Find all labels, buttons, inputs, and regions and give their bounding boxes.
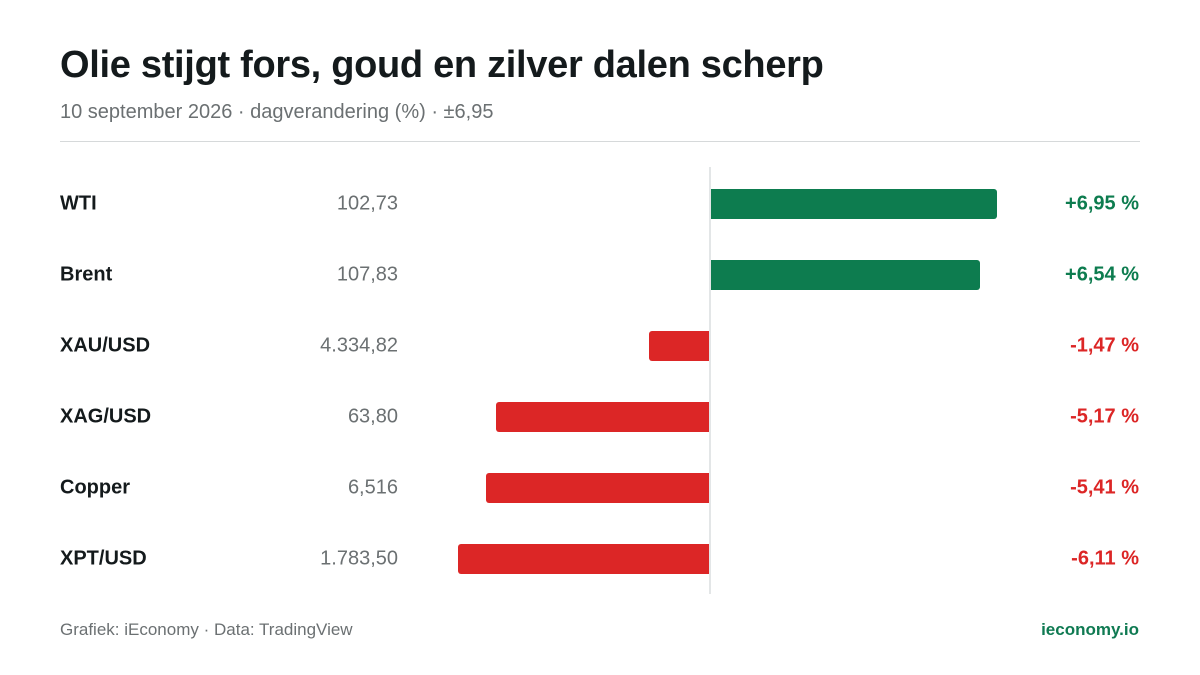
category-label: Brent xyxy=(60,263,113,285)
price-label: 63,80 xyxy=(347,405,398,427)
footer-site-link[interactable]: ieconomy.io xyxy=(1041,620,1139,639)
category-label: WTI xyxy=(60,192,97,214)
chart-subtitle: 10 september 2026 · dagverandering (%) ·… xyxy=(60,101,494,123)
zero-axis-line xyxy=(709,167,711,594)
chart-row: Copper 6,516 -5,41 % xyxy=(0,452,1200,523)
chart-row: XAG/USD 63,80 -5,17 % xyxy=(0,381,1200,452)
value-label: +6,54 % xyxy=(1065,263,1139,285)
bar-mark xyxy=(496,401,709,432)
bar-mark xyxy=(711,259,981,290)
chart-title: Olie stijgt fors, goud en zilver dalen s… xyxy=(60,44,824,86)
price-label: 4.334,82 xyxy=(320,334,398,356)
bar-mark xyxy=(648,330,709,361)
price-label: 107,83 xyxy=(336,263,398,285)
category-label: XPT/USD xyxy=(60,547,147,569)
value-label: -1,47 % xyxy=(1070,334,1139,356)
value-label: -5,41 % xyxy=(1070,476,1139,498)
bar-mark xyxy=(711,188,997,219)
header-divider xyxy=(60,141,1140,142)
footer-source: Grafiek: iEconomy · Data: TradingView xyxy=(60,620,353,639)
price-label: 102,73 xyxy=(336,192,398,214)
bar-mark xyxy=(457,543,709,574)
price-label: 6,516 xyxy=(347,476,398,498)
chart-row: Brent 107,83 +6,54 % xyxy=(0,239,1200,310)
chart-row: WTI 102,73 +6,95 % xyxy=(0,168,1200,239)
category-label: Copper xyxy=(60,476,130,498)
value-label: -6,11 % xyxy=(1071,547,1139,569)
value-label: -5,17 % xyxy=(1070,405,1139,427)
category-label: XAG/USD xyxy=(60,405,152,427)
bar-mark xyxy=(486,472,709,503)
price-label: 1.783,50 xyxy=(320,547,398,569)
value-label: +6,95 % xyxy=(1065,192,1139,214)
category-label: XAU/USD xyxy=(60,334,151,356)
chart-row: XPT/USD 1.783,50 -6,11 % xyxy=(0,523,1200,594)
chart-row: XAU/USD 4.334,82 -1,47 % xyxy=(0,310,1200,381)
